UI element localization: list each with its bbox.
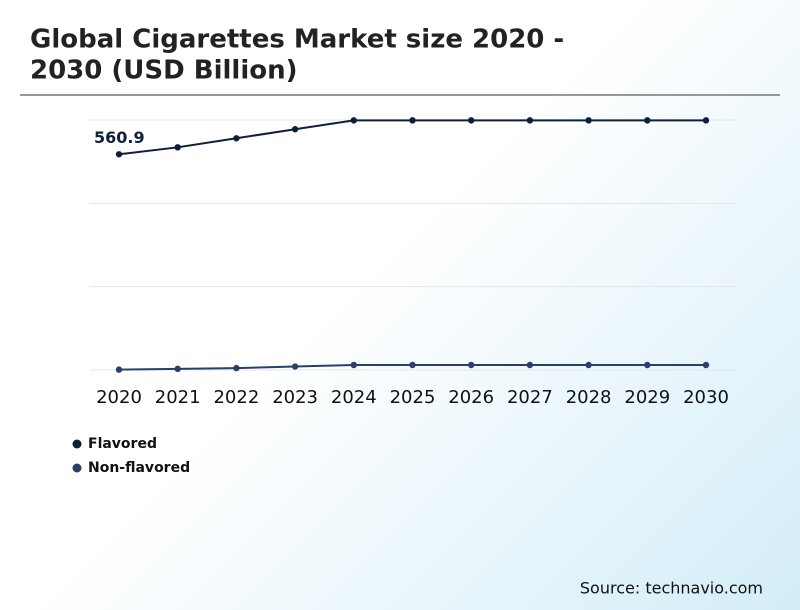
source: Source: technavio.com xyxy=(580,579,763,598)
x-tick-label: 2027 xyxy=(507,387,553,408)
x-tick-label: 2021 xyxy=(155,387,201,408)
point xyxy=(409,117,416,124)
point xyxy=(115,151,123,158)
x-tick-label: 2025 xyxy=(390,387,436,408)
point xyxy=(644,361,651,369)
point xyxy=(526,361,534,369)
x-tick-label: 2026 xyxy=(448,387,494,408)
point xyxy=(350,117,357,124)
legend-label: Non-flavored xyxy=(88,460,190,476)
point xyxy=(468,117,475,124)
x-tick-label: 2023 xyxy=(272,387,318,408)
point xyxy=(468,361,475,369)
point xyxy=(526,117,534,124)
legend-label: Flavored xyxy=(88,436,157,452)
point xyxy=(350,361,357,369)
point xyxy=(233,135,240,142)
point xyxy=(174,144,181,151)
point xyxy=(291,363,299,370)
series-line xyxy=(118,119,706,156)
data-label: 560.9 xyxy=(94,128,145,147)
point xyxy=(115,366,123,373)
x-tick-label: 2028 xyxy=(566,387,612,408)
point xyxy=(291,126,299,133)
legend-marker xyxy=(72,439,82,449)
x-tick-label: 2029 xyxy=(624,387,670,408)
point xyxy=(585,361,592,369)
x-tick-label: 2022 xyxy=(213,387,259,408)
point xyxy=(702,361,710,369)
legend-marker xyxy=(72,463,82,473)
point xyxy=(174,365,181,373)
x-tick-label: 2020 xyxy=(96,387,142,408)
chart-title: 2030 (USD Billion) xyxy=(30,56,298,86)
chart-title: Global Cigarettes Market size 2020 - xyxy=(30,25,564,55)
point xyxy=(233,364,240,372)
point xyxy=(409,361,416,369)
x-tick-label: 2024 xyxy=(331,387,377,408)
point xyxy=(644,117,651,124)
point xyxy=(585,117,592,124)
point xyxy=(702,117,710,124)
x-tick-label: 2030 xyxy=(683,387,729,408)
